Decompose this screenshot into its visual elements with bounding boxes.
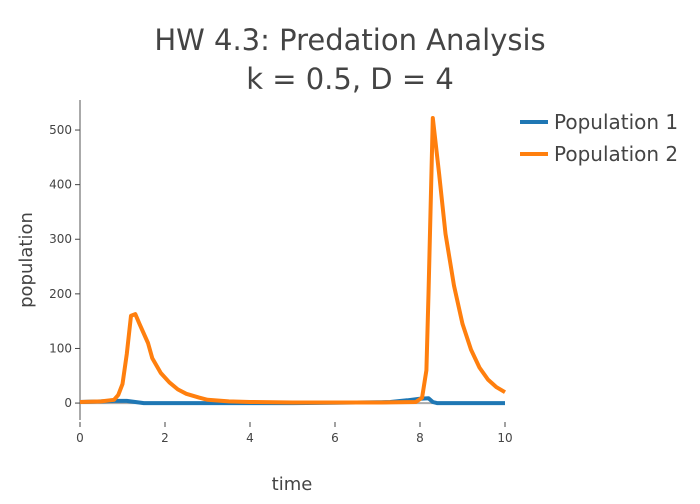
plot-area [79, 116, 507, 406]
y-tick-label: 500 [49, 123, 72, 137]
x-tick-label: 0 [76, 431, 84, 445]
y-tick-label: 100 [49, 341, 72, 355]
x-tick-label: 4 [246, 431, 254, 445]
chart-title: HW 4.3: Predation Analysis [154, 23, 545, 57]
chart-subtitle: k = 0.5, D = 4 [246, 62, 454, 96]
x-tick-label: 6 [331, 431, 339, 445]
y-axis-title: population [16, 212, 37, 308]
series-line-2 [79, 116, 507, 405]
x-tick-label: 8 [416, 431, 424, 445]
x-tick-label: 2 [161, 431, 169, 445]
y-tick-label: 300 [49, 232, 72, 246]
y-tick-label: 400 [49, 178, 72, 192]
legend-label-2: Population 2 [554, 142, 678, 166]
legend: Population 1 Population 2 [520, 110, 678, 166]
legend-label-1: Population 1 [554, 110, 678, 134]
x-tick-label: 10 [497, 431, 512, 445]
y-tick-label: 0 [64, 396, 72, 410]
y-tick-label: 200 [49, 287, 72, 301]
x-axis-title: time [272, 474, 313, 495]
